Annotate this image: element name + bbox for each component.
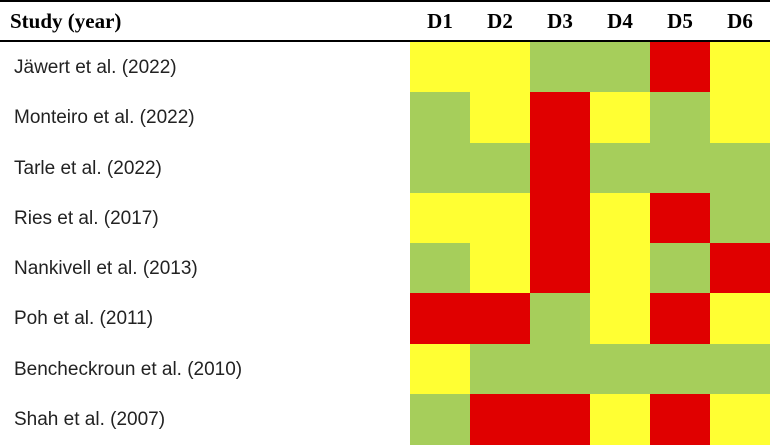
rating-cell-d6-low [710,192,770,244]
study-label: Ries et al. (2017) [14,207,159,229]
header-rule [0,40,770,42]
study-label: Tarle et al. (2022) [14,157,162,179]
rating-cell-d4-some [590,293,650,344]
rating-cell-d6-some [710,293,770,344]
rating-cell-d4-some [590,92,650,143]
column-header-d1: D1 [427,9,453,33]
rating-cell-d1-some [410,42,470,93]
rating-cell-d5-low [650,243,710,294]
rating-cell-d5-high [650,393,710,445]
rating-cell-d2-high [470,393,530,445]
column-header-d2: D2 [487,9,513,33]
rating-cell-d3-high [530,243,590,294]
rating-cell-d3-low [530,293,590,344]
rating-cell-d4-some [590,243,650,294]
rating-cell-d1-some [410,343,470,395]
rating-cell-d2-high [470,293,530,344]
rating-cell-d3-high [530,192,590,244]
rating-cell-d6-some [710,92,770,143]
column-header-d4: D4 [607,9,633,33]
rating-cell-d5-low [650,142,710,194]
rating-cell-d4-some [590,393,650,445]
rating-cell-d2-some [470,42,530,93]
rating-cell-d4-some [590,192,650,244]
rating-cell-d5-high [650,192,710,244]
rating-cell-d5-low [650,343,710,395]
study-label: Monteiro et al. (2022) [14,107,195,129]
rating-cell-d6-some [710,393,770,445]
rating-cell-d5-high [650,42,710,93]
rating-cell-d1-low [410,243,470,294]
column-header-d3: D3 [547,9,573,33]
rating-cell-d2-some [470,92,530,143]
rating-cell-d2-low [470,343,530,395]
rating-cell-d1-high [410,293,470,344]
rating-cell-d1-low [410,92,470,143]
table-top-rule [0,0,770,2]
column-header-d5: D5 [667,9,693,33]
rating-cell-d6-low [710,142,770,194]
rating-cell-d2-some [470,243,530,294]
rating-cell-d6-high [710,243,770,294]
study-label: Poh et al. (2011) [14,308,154,330]
rating-cell-d2-low [470,142,530,194]
rating-cell-d6-low [710,343,770,395]
rating-cell-d6-some [710,42,770,93]
rating-cell-d3-low [530,343,590,395]
study-label: Shah et al. (2007) [14,408,166,430]
rating-cell-d3-low [530,42,590,93]
rating-cell-d2-some [470,192,530,244]
rating-cell-d5-high [650,293,710,344]
rating-cell-d1-some [410,192,470,244]
rating-cell-d3-high [530,92,590,143]
study-label: Nankivell et al. (2013) [14,258,198,279]
rating-cell-d3-high [530,393,590,445]
study-label: Bencheckroun et al. (2010) [14,358,243,380]
rating-cell-d1-low [410,142,470,194]
rating-cell-d1-low [410,393,470,445]
rating-cell-d4-low [590,343,650,395]
rating-cell-d3-high [530,142,590,194]
rating-cell-d5-low [650,92,710,143]
study-column-header: Study (year) [10,9,122,33]
study-label: Jäwert et al. (2022) [14,57,177,78]
rating-cell-d4-low [590,42,650,93]
column-header-d6: D6 [727,9,753,33]
rating-cell-d4-low [590,142,650,194]
